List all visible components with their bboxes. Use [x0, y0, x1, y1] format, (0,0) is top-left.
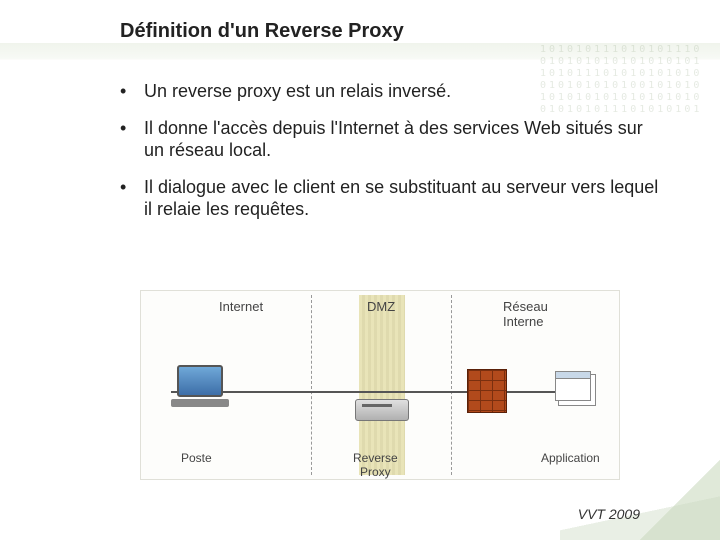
bullet-text: Il dialogue avec le client en se substit… [144, 176, 660, 221]
node-label-app: Application [541, 451, 600, 465]
bullet-item: • Il dialogue avec le client en se subst… [120, 176, 660, 221]
zone-label-reseau: Réseau Interne [503, 299, 548, 329]
bullet-item: • Il donne l'accès depuis l'Internet à d… [120, 117, 660, 162]
bullet-dot-icon: • [120, 176, 144, 199]
server-icon [355, 399, 409, 421]
firewall-icon [467, 369, 507, 413]
zone-divider [451, 295, 452, 475]
dmz-band [359, 295, 405, 475]
application-icon [555, 371, 591, 401]
node-label-poste: Poste [181, 451, 212, 465]
network-diagram: Internet DMZ Réseau Interne Poste Revers… [140, 290, 620, 480]
laptop-base-icon [171, 399, 229, 407]
flow-arrow [171, 391, 591, 393]
zone-label-dmz: DMZ [367, 299, 395, 314]
zone-label-internet: Internet [219, 299, 263, 314]
bullet-item: • Un reverse proxy est un relais inversé… [120, 80, 660, 103]
bullet-dot-icon: • [120, 80, 144, 103]
zone-divider [311, 295, 312, 475]
laptop-icon [177, 365, 223, 397]
node-label-proxy: Reverse Proxy [353, 451, 398, 479]
slide-body: • Un reverse proxy est un relais inversé… [120, 80, 660, 235]
bullet-text: Il donne l'accès depuis l'Internet à des… [144, 117, 660, 162]
slide: 101010111010101110 010101010101010101 10… [0, 0, 720, 540]
bullet-dot-icon: • [120, 117, 144, 140]
bullet-text: Un reverse proxy est un relais inversé. [144, 80, 451, 103]
slide-title: Définition d'un Reverse Proxy [120, 20, 404, 43]
corner-decoration [640, 460, 720, 540]
footer-text: VVT 2009 [578, 506, 640, 522]
